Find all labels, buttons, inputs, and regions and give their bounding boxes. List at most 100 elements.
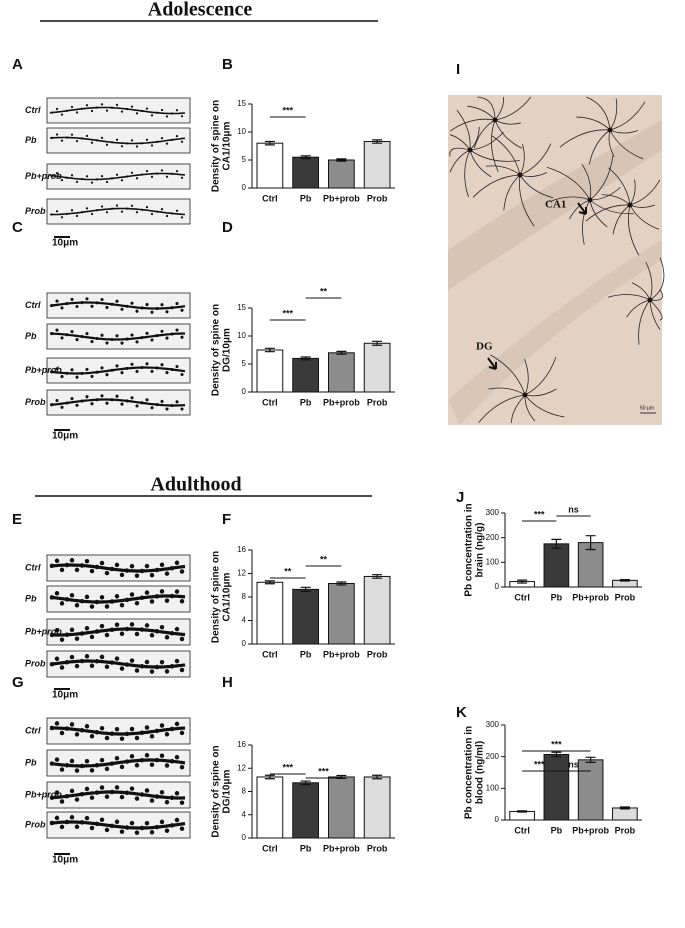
spine (139, 757, 145, 763)
spine (124, 731, 130, 737)
spine (110, 141, 114, 144)
spine (130, 362, 134, 366)
y-tick-label: 0 (242, 639, 247, 648)
panel-letter: K (456, 704, 467, 721)
spine (89, 825, 95, 831)
spine (180, 216, 184, 219)
spine (59, 601, 65, 606)
spine (135, 404, 139, 408)
error-bar (619, 806, 630, 810)
spine (155, 140, 159, 144)
bar (256, 349, 284, 393)
dendrite (49, 106, 186, 115)
x-tick-label: Prob (615, 592, 636, 602)
spine (145, 169, 149, 173)
bar (509, 810, 535, 821)
spine (114, 726, 120, 732)
spine (154, 728, 160, 734)
spine (135, 145, 139, 148)
spine (64, 562, 70, 568)
spine (139, 825, 145, 831)
spine (155, 306, 159, 311)
spine (94, 629, 100, 634)
neuron-branch (469, 149, 520, 162)
row-label: Pb (25, 757, 37, 767)
spine (60, 375, 64, 379)
spine (119, 602, 125, 608)
spine (104, 604, 110, 609)
spine (125, 304, 129, 308)
spine (84, 558, 90, 564)
panel-letter: A (12, 56, 23, 73)
spine (149, 633, 155, 638)
y-tick-label: 100 (486, 557, 500, 566)
spine (129, 563, 135, 569)
scale-label: 10μm (52, 855, 78, 866)
spine (90, 374, 94, 378)
significance-label: *** (534, 509, 545, 519)
spine (174, 721, 180, 727)
row-label: Pb+prob (25, 365, 62, 375)
spine (95, 209, 99, 212)
y-axis-label: Pb concentration in (464, 726, 475, 819)
spine (50, 213, 54, 216)
spine (125, 337, 129, 341)
spine (65, 109, 69, 112)
spine (115, 394, 119, 398)
spine (85, 175, 89, 178)
spine (55, 210, 59, 213)
error-bar (551, 538, 562, 549)
image-scale: 50 μm (640, 405, 654, 411)
spine (65, 302, 69, 306)
row-label: Prob (25, 819, 46, 829)
spine (114, 819, 120, 825)
spine (164, 635, 170, 640)
spine (145, 331, 149, 335)
spine (95, 398, 99, 402)
spine (139, 595, 145, 601)
panel-letter: C (12, 219, 23, 236)
spine (175, 209, 179, 212)
spine (90, 304, 94, 308)
y-axis-label: Pb concentration in (464, 503, 475, 596)
spine (130, 204, 134, 207)
spine (105, 109, 109, 112)
x-tick-label: Pb (300, 397, 312, 407)
y-tick-label: 5 (242, 155, 247, 164)
row-label: Prob (25, 658, 46, 668)
error-bar (300, 780, 311, 786)
spine (65, 136, 69, 139)
neuron-branch (491, 119, 499, 173)
y-axis-label: DG/10μm (222, 769, 233, 813)
spine (165, 115, 169, 118)
spine (135, 112, 139, 115)
spine (65, 176, 69, 179)
spine (60, 139, 64, 142)
neuron-body (517, 172, 523, 178)
spine (70, 368, 74, 372)
spine (79, 820, 85, 825)
spine (154, 664, 160, 670)
row-label: Ctrl (25, 300, 41, 310)
neuron-branch (467, 105, 496, 121)
spine (150, 310, 154, 314)
image-label: CA1 (545, 199, 566, 211)
dendrite (49, 659, 186, 669)
spine (109, 823, 115, 829)
error-bar (517, 579, 528, 584)
spine (175, 400, 179, 404)
spine (140, 109, 144, 113)
spine (54, 558, 60, 564)
spine (120, 307, 124, 311)
y-tick-label: 8 (242, 592, 247, 601)
spine (159, 589, 165, 594)
spine (75, 304, 79, 309)
spine (84, 758, 90, 764)
spine (125, 399, 129, 403)
spine (55, 133, 59, 136)
dendrite-image (46, 163, 191, 190)
neuron-branch (449, 118, 496, 132)
spine (80, 399, 84, 403)
spine (114, 785, 120, 790)
spine (90, 141, 94, 144)
